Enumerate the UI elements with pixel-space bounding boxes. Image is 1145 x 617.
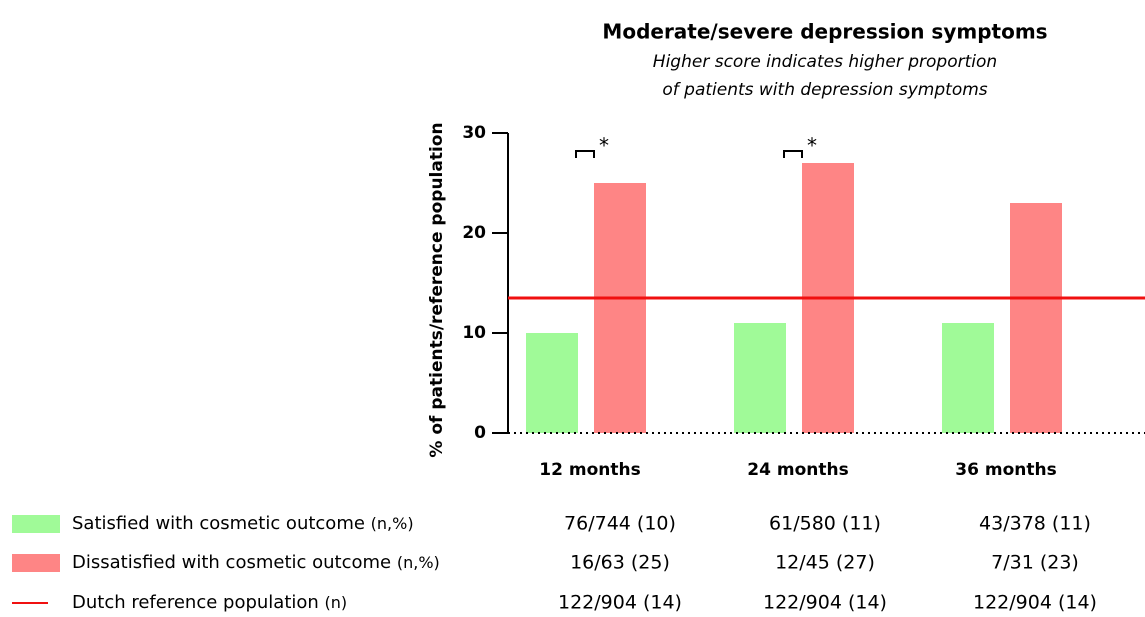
- legend-swatch: [12, 515, 60, 533]
- legend-label: Satisfied with cosmetic outcome (n,%): [72, 513, 414, 534]
- y-tick-label: 10: [462, 323, 486, 343]
- legend-suffix: (n): [325, 593, 348, 612]
- table-cell: 7/31 (23): [991, 552, 1079, 574]
- table-cell: 122/904 (14): [558, 592, 682, 614]
- legend-suffix: (n,%): [371, 514, 414, 533]
- bar: [526, 333, 578, 433]
- legend-label: Dissatisfied with cosmetic outcome (n,%): [72, 552, 440, 573]
- y-tick-label: 0: [474, 423, 486, 443]
- y-tick-label: 30: [462, 123, 486, 143]
- legend-name: Dutch reference population: [72, 592, 319, 613]
- table-cell: 43/378 (11): [979, 513, 1091, 535]
- table-cell: 12/45 (27): [775, 552, 875, 574]
- annotation: *: [807, 134, 817, 158]
- bar: [734, 323, 786, 433]
- annotation: *: [599, 134, 609, 158]
- legend-name: Dissatisfied with cosmetic outcome: [72, 552, 391, 573]
- table-cell: 76/744 (10): [564, 513, 676, 535]
- subtitle: of patients with depression symptoms: [662, 80, 987, 100]
- legend-swatch: [12, 554, 60, 572]
- y-tick-label: 20: [462, 223, 486, 243]
- significance-bracket: [575, 150, 595, 158]
- table-cell: 61/580 (11): [769, 513, 881, 535]
- table-cell: 122/904 (14): [973, 592, 1097, 614]
- bar: [1010, 203, 1062, 433]
- y-axis-label: % of patients/reference population: [427, 122, 447, 457]
- x-tick-label: 36 months: [955, 460, 1056, 480]
- legend-name: Satisfied with cosmetic outcome: [72, 513, 365, 534]
- legend-label: Dutch reference population (n): [72, 592, 347, 613]
- x-tick-label: 12 months: [539, 460, 640, 480]
- legend-suffix: (n,%): [397, 553, 440, 572]
- subtitle: Higher score indicates higher proportion: [653, 52, 997, 72]
- table-cell: 16/63 (25): [570, 552, 670, 574]
- bar: [942, 323, 994, 433]
- table-cell: 122/904 (14): [763, 592, 887, 614]
- bar: [594, 183, 646, 433]
- significance-bracket: [783, 150, 803, 158]
- x-tick-label: 24 months: [747, 460, 848, 480]
- chart-title: Moderate/severe depression symptoms: [602, 20, 1047, 44]
